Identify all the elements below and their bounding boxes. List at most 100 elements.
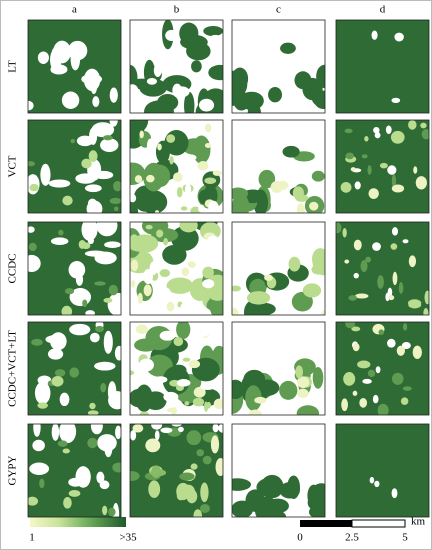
- map-patch: [379, 162, 388, 169]
- map-patch: [378, 329, 385, 335]
- map-patch: [372, 242, 381, 251]
- map-patch: [157, 143, 162, 151]
- map-patch: [280, 42, 296, 54]
- map-patch: [109, 197, 121, 204]
- map-patch: [156, 229, 164, 238]
- map-patch: [163, 391, 179, 402]
- map-patch: [206, 401, 212, 409]
- map-patch: [264, 510, 287, 517]
- map-patch: [63, 497, 72, 509]
- map-patch: [287, 475, 300, 499]
- map-patch: [302, 77, 323, 101]
- map-patch: [245, 489, 265, 512]
- map-frame: [335, 19, 430, 114]
- map-patch: [396, 345, 405, 356]
- map-patch: [90, 424, 103, 435]
- map-patch: [61, 305, 73, 315]
- map-patch: [367, 369, 376, 378]
- map-patch: [342, 227, 347, 238]
- map-patch: [54, 369, 66, 377]
- map-patch: [145, 224, 153, 230]
- column-label: c: [276, 4, 281, 16]
- map-patch: [353, 239, 362, 251]
- map-frame: [231, 119, 326, 214]
- map-patch: [197, 161, 209, 171]
- map-patch: [202, 455, 212, 465]
- map-patch: [377, 403, 389, 415]
- map-patch: [345, 322, 356, 329]
- map-patch: [385, 125, 392, 135]
- map-patch: [367, 165, 372, 175]
- map-patch: [180, 301, 195, 315]
- map-patch: [232, 379, 245, 400]
- row-label: VCT: [7, 155, 19, 177]
- map-patch: [69, 367, 80, 378]
- map-patch: [258, 169, 276, 189]
- map-patch: [296, 405, 320, 415]
- map-patch: [401, 341, 411, 350]
- map-patch: [64, 288, 75, 295]
- map-patch: [190, 463, 198, 470]
- map-patch: [34, 381, 51, 405]
- map-panel: [130, 20, 223, 113]
- map-patch: [412, 345, 422, 360]
- map-patch: [114, 345, 121, 361]
- map-patch: [159, 269, 171, 278]
- map-patch: [94, 281, 106, 286]
- map-panel: [28, 20, 121, 113]
- map-patch: [374, 132, 381, 139]
- map-panel: [232, 20, 325, 113]
- map-patch: [390, 243, 398, 250]
- map-frame: [231, 423, 326, 518]
- map-patch: [210, 435, 220, 454]
- map-patch: [163, 237, 169, 246]
- map-panel: [336, 120, 429, 213]
- map-patch: [198, 204, 205, 213]
- map-patch: [139, 78, 167, 97]
- map-patch: [402, 386, 412, 391]
- map-patch: [144, 100, 174, 113]
- map-patch: [248, 409, 263, 415]
- map-patch: [185, 183, 192, 198]
- map-patch: [196, 449, 204, 457]
- map-patch: [232, 187, 249, 200]
- map-patch: [352, 390, 358, 396]
- map-patch: [193, 509, 203, 517]
- map-patch: [297, 376, 310, 389]
- map-patch: [353, 272, 359, 279]
- map-patch: [295, 365, 303, 379]
- map-patch: [187, 261, 196, 268]
- map-patch: [143, 284, 152, 297]
- column-label: b: [174, 4, 180, 16]
- map-patch: [199, 503, 210, 513]
- map-patch: [104, 241, 121, 249]
- map-frame: [231, 19, 326, 114]
- map-patch: [408, 120, 417, 130]
- map-patch: [68, 261, 86, 279]
- map-patch: [113, 206, 119, 212]
- map-patch: [352, 343, 360, 352]
- map-patch: [47, 348, 64, 360]
- map-patch: [180, 206, 188, 211]
- map-patch: [192, 397, 205, 407]
- map-patch: [377, 275, 384, 289]
- map-patch: [50, 64, 68, 75]
- map-patch: [343, 372, 356, 386]
- map-frame: [27, 19, 122, 114]
- map-patch: [100, 382, 107, 393]
- map-patch: [199, 307, 212, 315]
- map-panel: [336, 322, 429, 415]
- map-patch: [130, 200, 139, 213]
- map-background: [336, 322, 429, 415]
- scale-segment: [300, 520, 352, 527]
- map-patch: [29, 183, 39, 192]
- map-patch: [359, 397, 368, 408]
- map-patch: [148, 480, 161, 499]
- map-patch: [176, 186, 183, 198]
- map-patch: [254, 396, 267, 404]
- map-patch: [146, 174, 155, 183]
- map-panel: [130, 322, 223, 415]
- map-panel: [130, 424, 223, 517]
- map-patch: [138, 358, 154, 372]
- map-patch: [365, 256, 371, 263]
